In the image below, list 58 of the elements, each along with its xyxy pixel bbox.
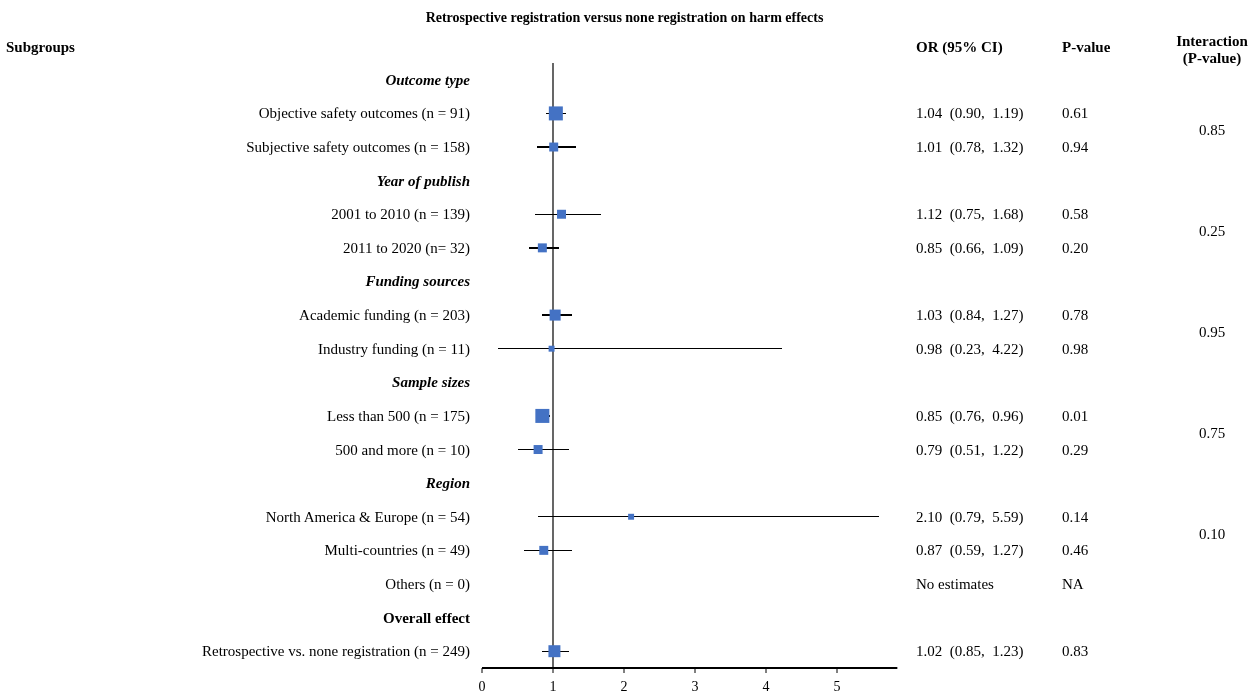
- y-tick-label: Industry funding (n = 11): [317, 340, 470, 358]
- data-label: 0.79 (0.51, 1.22): [916, 441, 1024, 459]
- data-label: 1.01 (0.78, 1.32): [916, 139, 1024, 157]
- data-label: 1.04 (0.90, 1.19): [916, 105, 1024, 123]
- y-tick-label: Sample sizes: [392, 374, 471, 391]
- text: 0.61: [1062, 105, 1089, 122]
- data-label: 0.85 (0.76, 0.96): [916, 407, 1024, 425]
- y-tick-label: Less than 500 (n = 175): [326, 407, 470, 425]
- text: 0.98: [1062, 340, 1089, 357]
- x-tick-label: 5: [833, 679, 841, 694]
- y-tick-label: Region: [424, 475, 470, 492]
- text: 0.14: [1062, 508, 1089, 525]
- y-tick-label: Objective safety outcomes (n = 91): [258, 105, 470, 123]
- x-tick-label: 4: [762, 679, 770, 694]
- y-tick-label: Outcome type: [385, 71, 471, 88]
- y-tick-label: Subjective safety outcomes (n = 158): [246, 139, 470, 157]
- data-label: 1.12 (0.75, 1.68): [916, 206, 1024, 224]
- data-label: 2.10 (0.79, 5.59): [916, 508, 1024, 526]
- text: 0.85: [1198, 122, 1226, 139]
- text: 0.95: [1198, 323, 1226, 340]
- data-label: 1.03 (0.84, 1.27): [916, 307, 1024, 325]
- text: 0.46: [1062, 542, 1089, 559]
- y-tick-label: Others (n = 0): [385, 575, 470, 593]
- y-tick-label: 2011 to 2020 (n= 32): [342, 239, 470, 257]
- y-tick-label: Funding sources: [364, 273, 471, 290]
- y-tick-label: Multi-countries (n = 49): [324, 542, 470, 560]
- y-tick-label: Academic funding (n = 203): [299, 307, 470, 325]
- text: 0.01: [1062, 407, 1089, 424]
- y-tick-label: North America & Europe (n = 54): [265, 508, 470, 526]
- x-tick-label: 0: [478, 679, 486, 694]
- x-tick-label: 3: [691, 679, 699, 694]
- data-label: 0.85 (0.66, 1.09): [916, 239, 1024, 257]
- data-label: 0.87 (0.59, 1.27): [916, 542, 1024, 560]
- y-tick-label: Retrospective vs. none registration (n = 249): [202, 643, 470, 661]
- x-tick-label: 1: [549, 679, 557, 694]
- text: Interaction (P-value): [1176, 33, 1249, 67]
- text: 0.29: [1062, 441, 1089, 458]
- text: P-value: [1062, 39, 1111, 55]
- y-tick-label: Overall effect: [382, 609, 470, 626]
- text: 0.75: [1198, 424, 1226, 441]
- text: 0.25: [1198, 223, 1226, 240]
- y-tick-label: Year of publish: [376, 172, 470, 189]
- text: 0.10: [1198, 525, 1226, 542]
- chart-title: Retrospective registration versus none registration on harm effects: [425, 10, 824, 25]
- text: 0.94: [1062, 139, 1089, 156]
- text: 0.83: [1062, 643, 1089, 660]
- data-label: 1.02 (0.85, 1.23): [916, 643, 1024, 661]
- y-tick-label: 500 and more (n = 10): [335, 441, 470, 459]
- text: 0.78: [1062, 307, 1089, 324]
- text: OR (95% CI): [916, 39, 1003, 56]
- text: NA: [1062, 575, 1084, 592]
- text: No estimates: [916, 575, 994, 592]
- text: 0.20: [1062, 239, 1089, 256]
- text: Subgroups: [6, 39, 76, 55]
- x-tick-label: 2: [620, 679, 628, 694]
- data-label: 0.98 (0.23, 4.22): [916, 340, 1024, 358]
- text: 0.58: [1062, 206, 1089, 223]
- y-tick-label: 2001 to 2010 (n = 139): [331, 206, 470, 224]
